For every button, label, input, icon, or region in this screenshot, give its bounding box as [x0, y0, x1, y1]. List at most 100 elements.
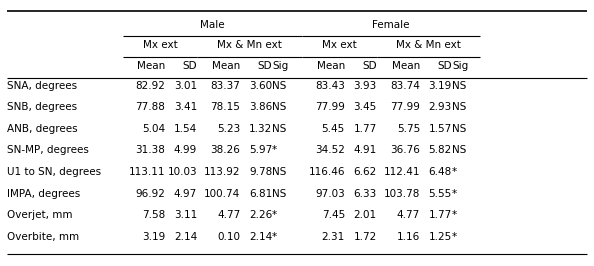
- Text: Sig: Sig: [452, 61, 468, 70]
- Text: 116.46: 116.46: [308, 167, 345, 177]
- Text: NS: NS: [272, 189, 286, 198]
- Text: 1.72: 1.72: [353, 232, 377, 242]
- Text: 2.14: 2.14: [249, 232, 272, 242]
- Text: NS: NS: [452, 102, 466, 112]
- Text: 38.26: 38.26: [210, 146, 240, 155]
- Text: 7.45: 7.45: [321, 210, 345, 220]
- Text: 97.03: 97.03: [315, 189, 345, 198]
- Text: 1.54: 1.54: [174, 124, 197, 134]
- Text: SN-MP, degrees: SN-MP, degrees: [7, 146, 89, 155]
- Text: *: *: [272, 210, 277, 220]
- Text: *: *: [452, 232, 457, 242]
- Text: 6.81: 6.81: [249, 189, 272, 198]
- Text: NS: NS: [452, 81, 466, 91]
- Text: 2.26: 2.26: [249, 210, 272, 220]
- Text: 4.91: 4.91: [353, 146, 377, 155]
- Text: NS: NS: [452, 124, 466, 134]
- Text: SD: SD: [362, 61, 377, 70]
- Text: NS: NS: [452, 146, 466, 155]
- Text: *: *: [452, 210, 457, 220]
- Text: NS: NS: [272, 81, 286, 91]
- Text: Mx & Mn ext: Mx & Mn ext: [217, 40, 282, 49]
- Text: 5.04: 5.04: [142, 124, 165, 134]
- Text: 82.92: 82.92: [135, 81, 165, 91]
- Text: 83.37: 83.37: [210, 81, 240, 91]
- Text: Overbite, mm: Overbite, mm: [7, 232, 80, 242]
- Text: 112.41: 112.41: [384, 167, 420, 177]
- Text: *: *: [272, 146, 277, 155]
- Text: Male: Male: [200, 20, 225, 30]
- Text: U1 to SN, degrees: U1 to SN, degrees: [7, 167, 102, 177]
- Text: 3.19: 3.19: [142, 232, 165, 242]
- Text: 113.92: 113.92: [204, 167, 240, 177]
- Text: Mx ext: Mx ext: [322, 40, 356, 49]
- Text: 6.33: 6.33: [353, 189, 377, 198]
- Text: 78.15: 78.15: [210, 102, 240, 112]
- Text: *: *: [452, 167, 457, 177]
- Text: SD: SD: [437, 61, 452, 70]
- Text: 2.31: 2.31: [321, 232, 345, 242]
- Text: 5.97: 5.97: [249, 146, 272, 155]
- Text: 5.45: 5.45: [321, 124, 345, 134]
- Text: Female: Female: [372, 20, 410, 30]
- Text: 77.99: 77.99: [315, 102, 345, 112]
- Text: *: *: [452, 189, 457, 198]
- Text: 31.38: 31.38: [135, 146, 165, 155]
- Text: IMPA, degrees: IMPA, degrees: [7, 189, 81, 198]
- Text: 3.45: 3.45: [353, 102, 377, 112]
- Text: 5.82: 5.82: [429, 146, 452, 155]
- Text: 3.93: 3.93: [353, 81, 377, 91]
- Text: 1.16: 1.16: [397, 232, 420, 242]
- Text: 2.01: 2.01: [353, 210, 377, 220]
- Text: SD: SD: [182, 61, 197, 70]
- Text: 3.41: 3.41: [174, 102, 197, 112]
- Text: Mean: Mean: [391, 61, 420, 70]
- Text: 5.55: 5.55: [429, 189, 452, 198]
- Text: *: *: [272, 232, 277, 242]
- Text: Sig: Sig: [272, 61, 289, 70]
- Text: 1.57: 1.57: [429, 124, 452, 134]
- Text: NS: NS: [272, 167, 286, 177]
- Text: 9.78: 9.78: [249, 167, 272, 177]
- Text: 6.62: 6.62: [353, 167, 377, 177]
- Text: Mean: Mean: [317, 61, 345, 70]
- Text: 3.19: 3.19: [429, 81, 452, 91]
- Text: 77.88: 77.88: [135, 102, 165, 112]
- Text: 5.75: 5.75: [397, 124, 420, 134]
- Text: 3.11: 3.11: [174, 210, 197, 220]
- Text: 4.97: 4.97: [174, 189, 197, 198]
- Text: 1.25: 1.25: [429, 232, 452, 242]
- Text: 4.77: 4.77: [397, 210, 420, 220]
- Text: 100.74: 100.74: [204, 189, 240, 198]
- Text: Overjet, mm: Overjet, mm: [7, 210, 73, 220]
- Text: 3.01: 3.01: [174, 81, 197, 91]
- Text: 4.99: 4.99: [174, 146, 197, 155]
- Text: 83.74: 83.74: [390, 81, 420, 91]
- Text: 36.76: 36.76: [390, 146, 420, 155]
- Text: 4.77: 4.77: [217, 210, 240, 220]
- Text: 103.78: 103.78: [384, 189, 420, 198]
- Text: 2.93: 2.93: [429, 102, 452, 112]
- Text: 5.23: 5.23: [217, 124, 240, 134]
- Text: 2.14: 2.14: [174, 232, 197, 242]
- Text: 96.92: 96.92: [135, 189, 165, 198]
- Text: 0.10: 0.10: [217, 232, 240, 242]
- Text: NS: NS: [272, 102, 286, 112]
- Text: ANB, degrees: ANB, degrees: [7, 124, 78, 134]
- Text: 83.43: 83.43: [315, 81, 345, 91]
- Text: Mx ext: Mx ext: [143, 40, 178, 49]
- Text: 77.99: 77.99: [390, 102, 420, 112]
- Text: 1.32: 1.32: [249, 124, 272, 134]
- Text: SD: SD: [258, 61, 272, 70]
- Text: 113.11: 113.11: [129, 167, 165, 177]
- Text: Mean: Mean: [212, 61, 240, 70]
- Text: 10.03: 10.03: [168, 167, 197, 177]
- Text: Mx & Mn ext: Mx & Mn ext: [396, 40, 461, 49]
- Text: 34.52: 34.52: [315, 146, 345, 155]
- Text: SNB, degrees: SNB, degrees: [7, 102, 77, 112]
- Text: 3.60: 3.60: [249, 81, 272, 91]
- Text: 6.48: 6.48: [429, 167, 452, 177]
- Text: 3.86: 3.86: [249, 102, 272, 112]
- Text: 7.58: 7.58: [142, 210, 165, 220]
- Text: Mean: Mean: [137, 61, 165, 70]
